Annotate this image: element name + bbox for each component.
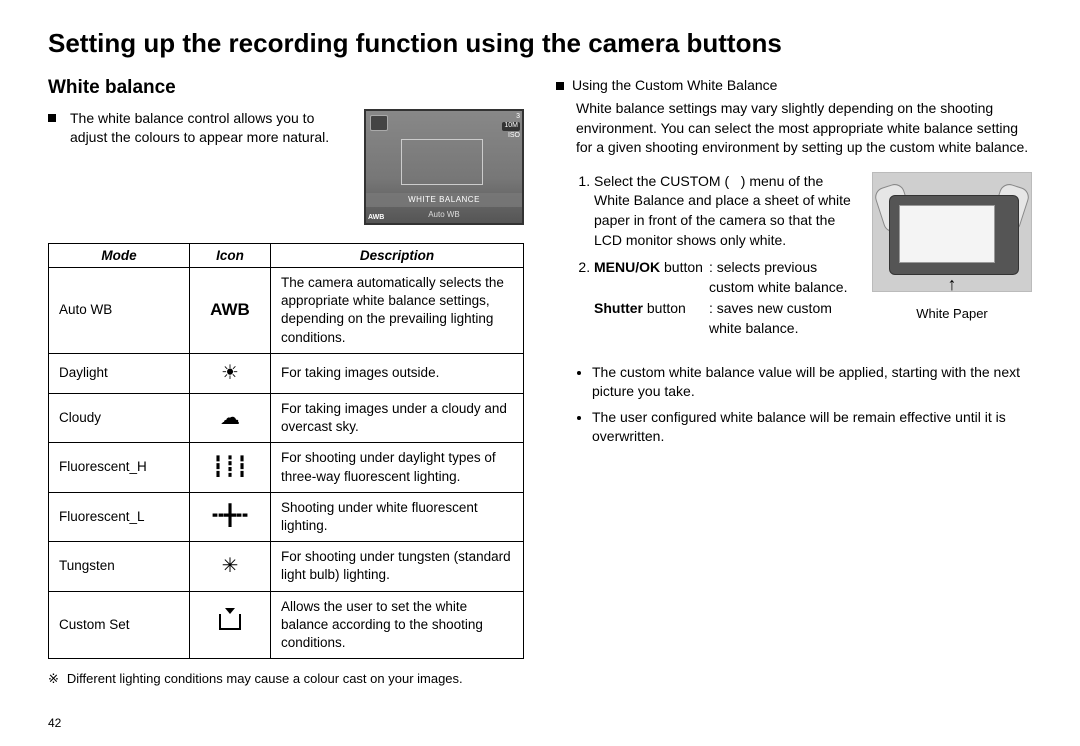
icon-cell: ☁ (190, 393, 271, 442)
table-row: Cloudy☁For taking images under a cloudy … (49, 393, 524, 442)
mode-cell: Custom Set (49, 591, 190, 659)
page-number: 42 (48, 716, 61, 730)
section-subtitle: White balance (48, 77, 524, 99)
note-symbol: ※ (48, 671, 59, 687)
description-cell: For taking images under a cloudy and ove… (271, 393, 524, 442)
table-row: Tungsten✳For shooting under tungsten (st… (49, 542, 524, 591)
description-cell: For shooting under tungsten (standard li… (271, 542, 524, 591)
preview-size-indicator: 10M (502, 122, 520, 130)
description-cell: For taking images outside. (271, 353, 524, 393)
mode-cell: Fluorescent_H (49, 443, 190, 492)
mode-cell: Tungsten (49, 542, 190, 591)
mode-cell: Cloudy (49, 393, 190, 442)
col-description: Description (271, 244, 524, 268)
icon-cell: ✳ (190, 542, 271, 591)
note-text: Different lighting conditions may cause … (67, 671, 463, 687)
table-row: Auto WBAWBThe camera automatically selec… (49, 268, 524, 354)
white-balance-table: Mode Icon Description Auto WBAWBThe came… (48, 243, 524, 659)
icon-cell: AWB (190, 268, 271, 354)
list-item: The user configured white balance will b… (592, 408, 1032, 447)
preview-menu-value: Auto WB (366, 209, 522, 221)
col-mode: Mode (49, 244, 190, 268)
custom-set-icon (219, 614, 241, 630)
left-column: White balance The white balance control … (48, 77, 524, 687)
icon-cell (190, 591, 271, 659)
icon-cell: ☀ (190, 353, 271, 393)
table-row: Fluorescent_L╍╋╍Shooting under white flu… (49, 492, 524, 541)
camera-lcd-preview: 3 10M ISO WHITE BALANCE Auto WB AWB (364, 109, 524, 225)
icon-cell: ╍╋╍ (190, 492, 271, 541)
custom-wb-paragraph: White balance settings may vary slightly… (576, 99, 1032, 158)
custom-wb-heading: Using the Custom White Balance (572, 77, 777, 93)
preview-top-indicator: 3 (502, 113, 520, 121)
description-cell: Allows the user to set the white balance… (271, 591, 524, 659)
preview-menu-label: WHITE BALANCE (366, 193, 522, 207)
diagram-caption: White Paper (872, 306, 1032, 321)
page-title: Setting up the recording function using … (48, 28, 1032, 59)
square-bullet-icon (556, 82, 564, 90)
mode-cell: Fluorescent_L (49, 492, 190, 541)
mode-cell: Auto WB (49, 268, 190, 354)
description-cell: Shooting under white fluorescent lightin… (271, 492, 524, 541)
description-cell: The camera automatically selects the app… (271, 268, 524, 354)
preview-iso-indicator: ISO (502, 132, 520, 140)
right-column: Using the Custom White Balance White bal… (556, 77, 1032, 687)
step-2: MENU/OK button : selects previous custom… (594, 258, 860, 338)
table-row: Fluorescent_H┇┋┇For shooting under dayli… (49, 443, 524, 492)
table-row: Daylight☀For taking images outside. (49, 353, 524, 393)
up-arrow-icon: ↑ (948, 275, 957, 293)
col-icon: Icon (190, 244, 271, 268)
icon-cell: ┇┋┇ (190, 443, 271, 492)
description-cell: For shooting under daylight types of thr… (271, 443, 524, 492)
white-paper-diagram: ↑ White Paper (872, 172, 1032, 347)
list-item: The custom white balance value will be a… (592, 363, 1032, 402)
intro-text: The white balance control allows you to … (70, 109, 350, 147)
preview-awb-icon: AWB (368, 214, 384, 221)
square-bullet-icon (48, 114, 56, 122)
step-1: Select the CUSTOM ( ) menu of the White … (594, 172, 860, 250)
table-row: Custom Set Allows the user to set the whi… (49, 591, 524, 659)
mode-cell: Daylight (49, 353, 190, 393)
